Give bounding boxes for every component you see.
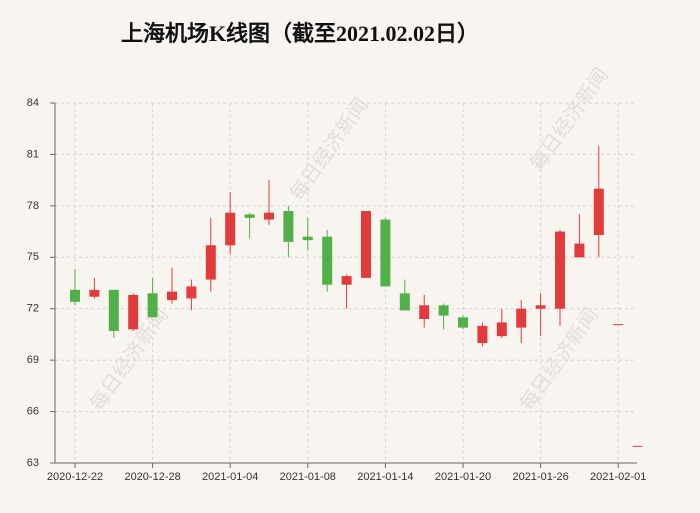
candle-body — [419, 305, 430, 319]
candle-body — [535, 305, 546, 309]
x-tick-label: 2020-12-28 — [124, 471, 180, 483]
candle-body — [361, 211, 371, 278]
candle-body — [225, 212, 236, 246]
candle-body — [458, 317, 468, 328]
candle-body — [632, 445, 643, 447]
candle-body — [613, 324, 624, 326]
candle-body — [477, 325, 488, 343]
y-tick-label: 84 — [27, 97, 39, 109]
x-tick-label: 2021-02-01 — [590, 471, 646, 483]
candle-body — [244, 214, 255, 218]
candle-body — [555, 231, 565, 309]
candle-body — [128, 295, 139, 330]
y-tick-label: 75 — [27, 251, 39, 263]
candle-body — [264, 212, 274, 220]
y-tick-label: 66 — [27, 405, 39, 417]
x-tick-label: 2020-12-22 — [47, 471, 103, 483]
candle-body — [186, 286, 197, 299]
candle-body — [167, 291, 177, 301]
y-tick-label: 81 — [27, 148, 39, 160]
candle-body — [70, 289, 80, 302]
x-tick-label: 2021-01-04 — [202, 471, 258, 483]
y-tick-label: 78 — [27, 200, 39, 212]
candle-body — [147, 293, 158, 318]
candle-body — [516, 308, 527, 328]
candle-body — [574, 243, 585, 258]
y-tick-label: 72 — [27, 303, 39, 315]
candle-body — [380, 219, 391, 287]
candle-body — [496, 322, 507, 337]
candle-body — [302, 236, 313, 241]
y-tick-label: 63 — [27, 457, 39, 469]
candle-body — [205, 245, 216, 280]
candle-body — [399, 293, 410, 311]
candle-body — [89, 289, 100, 297]
y-tick-label: 69 — [27, 354, 39, 366]
candle-body — [438, 305, 449, 316]
candle-body — [283, 211, 294, 242]
x-tick-label: 2021-01-08 — [280, 471, 336, 483]
x-tick-label: 2021-01-14 — [357, 471, 413, 483]
x-tick-label: 2021-01-26 — [512, 471, 568, 483]
x-tick-label: 2021-01-20 — [435, 471, 491, 483]
candle-body — [341, 276, 352, 285]
chart-title: 上海机场K线图（截至2021.02.02日） — [121, 21, 479, 46]
candle-body — [108, 289, 119, 331]
candle-body — [593, 188, 604, 235]
candle-body — [322, 236, 333, 285]
